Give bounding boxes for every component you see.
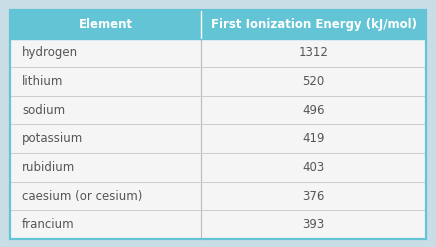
Text: First Ionization Energy (kJ/mol): First Ionization Energy (kJ/mol): [211, 18, 417, 31]
Text: potassium: potassium: [22, 132, 83, 145]
Text: 496: 496: [303, 104, 325, 117]
Text: 1312: 1312: [299, 46, 329, 60]
Text: 393: 393: [303, 218, 325, 231]
Text: francium: francium: [22, 218, 75, 231]
Text: lithium: lithium: [22, 75, 63, 88]
Text: hydrogen: hydrogen: [22, 46, 78, 60]
Text: 376: 376: [303, 189, 325, 203]
Bar: [10, 10, 426, 39]
Text: 403: 403: [303, 161, 325, 174]
Text: Element: Element: [78, 18, 133, 31]
Text: rubidium: rubidium: [22, 161, 75, 174]
Text: sodium: sodium: [22, 104, 65, 117]
Text: caesium (or cesium): caesium (or cesium): [22, 189, 143, 203]
Text: 520: 520: [303, 75, 325, 88]
Text: 419: 419: [303, 132, 325, 145]
